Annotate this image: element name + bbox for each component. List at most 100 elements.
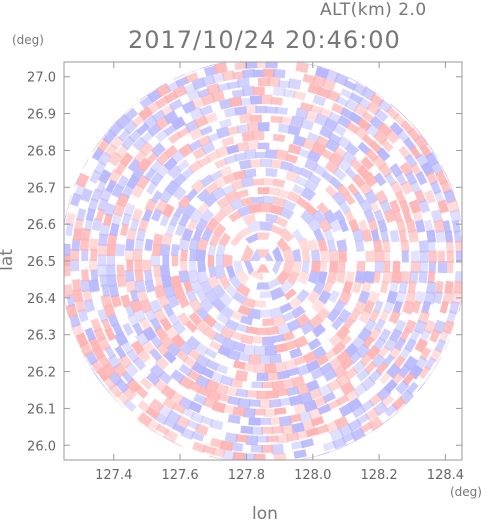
radar-cell	[437, 199, 449, 214]
radar-cell	[244, 104, 257, 114]
radar-cell	[134, 238, 144, 251]
radar-cell	[106, 98, 122, 113]
radar-cell	[233, 360, 246, 370]
radar-cell	[236, 77, 250, 88]
radar-cell	[242, 213, 256, 225]
radar-cell	[162, 284, 176, 299]
radar-cell	[270, 96, 283, 106]
radar-cell	[222, 450, 236, 460]
radar-cell	[247, 122, 260, 132]
radar-cell	[276, 434, 290, 444]
radar-cell	[103, 202, 116, 217]
radar-cell	[266, 43, 279, 51]
radar-cell	[188, 238, 200, 251]
radar-cell	[163, 110, 179, 125]
radar-cell	[222, 403, 236, 415]
radar-cell	[328, 218, 342, 233]
radar-cell	[271, 425, 284, 434]
radar-cell	[132, 356, 146, 371]
radar-cell	[242, 407, 256, 418]
radar-cell	[81, 248, 89, 261]
radar-cell	[296, 289, 310, 303]
radar-cell	[313, 396, 327, 408]
radar-cell	[190, 411, 205, 424]
radar-cell	[180, 249, 188, 261]
radar-cell	[185, 289, 198, 303]
radar-cell	[216, 195, 231, 209]
radar-cell	[250, 51, 263, 59]
radar-cell	[141, 339, 156, 355]
radar-cell	[419, 261, 428, 274]
radar-cell	[341, 452, 356, 460]
radar-cell	[80, 187, 93, 203]
radar-cell	[172, 185, 187, 201]
radar-cell	[209, 437, 224, 449]
radar-cell	[256, 327, 269, 336]
y-tick-label: 26.1	[27, 402, 56, 417]
radar-cell	[64, 163, 74, 179]
radar-cell	[125, 238, 135, 251]
radar-cell	[224, 318, 239, 332]
radar-cell	[193, 393, 207, 406]
radar-cell	[338, 403, 354, 418]
radar-cell	[207, 132, 221, 143]
radar-cell	[446, 261, 454, 274]
radar-cell	[232, 406, 246, 417]
radar-cell	[182, 279, 193, 293]
radar-cell	[329, 249, 339, 262]
radar-cell	[69, 248, 80, 261]
radar-cell	[149, 348, 163, 362]
radar-cell	[88, 279, 100, 293]
radar-cell	[159, 213, 170, 227]
radar-cell	[70, 192, 82, 207]
radar-cell	[75, 368, 88, 383]
radar-cell	[225, 265, 236, 279]
radar-cell	[196, 270, 209, 285]
radar-cell	[344, 209, 356, 223]
radar-cell	[239, 113, 252, 124]
x-tick-label: 127.8	[228, 468, 265, 483]
radar-cell	[120, 223, 129, 236]
radar-cell	[373, 300, 384, 314]
radar-cell	[256, 264, 270, 273]
radar-cell	[252, 130, 265, 141]
radar-cell	[146, 371, 161, 386]
radar-cell	[212, 320, 225, 333]
radar-cell	[211, 71, 226, 84]
radar-cell	[260, 158, 273, 168]
radar-cell	[270, 224, 284, 236]
radar-cell	[454, 271, 462, 284]
radar-cell	[189, 208, 204, 223]
radar-cell	[445, 240, 454, 253]
radar-cell	[64, 264, 71, 277]
radar-cell	[144, 308, 157, 323]
radar-cell	[255, 151, 267, 159]
radar-cell	[108, 284, 120, 298]
radar-cell	[69, 259, 80, 272]
radar-cell	[300, 102, 314, 112]
y-tick-label: 26.6	[27, 218, 56, 233]
radar-cell	[369, 71, 385, 86]
radar-cell	[125, 279, 137, 293]
radar-cell	[96, 264, 107, 277]
radar-cell	[218, 275, 231, 290]
radar-cell	[188, 260, 197, 273]
radar-cell	[142, 326, 157, 342]
radar-cell	[197, 88, 211, 98]
radar-cell	[318, 217, 333, 233]
radar-cell	[123, 107, 139, 122]
radar-cell	[268, 417, 282, 426]
radar-cell	[351, 405, 366, 419]
radar-cell	[418, 199, 431, 214]
radar-cell	[111, 212, 123, 227]
radar-cell	[357, 117, 372, 132]
radar-cell	[414, 338, 429, 354]
radar-cell	[99, 274, 108, 287]
radar-cell	[473, 240, 483, 253]
radar-cell	[248, 270, 263, 281]
radar-cell	[98, 169, 112, 184]
radar-field	[64, 43, 483, 460]
radar-cell	[272, 246, 284, 262]
radar-cell	[269, 306, 284, 319]
radar-cell	[395, 290, 407, 305]
